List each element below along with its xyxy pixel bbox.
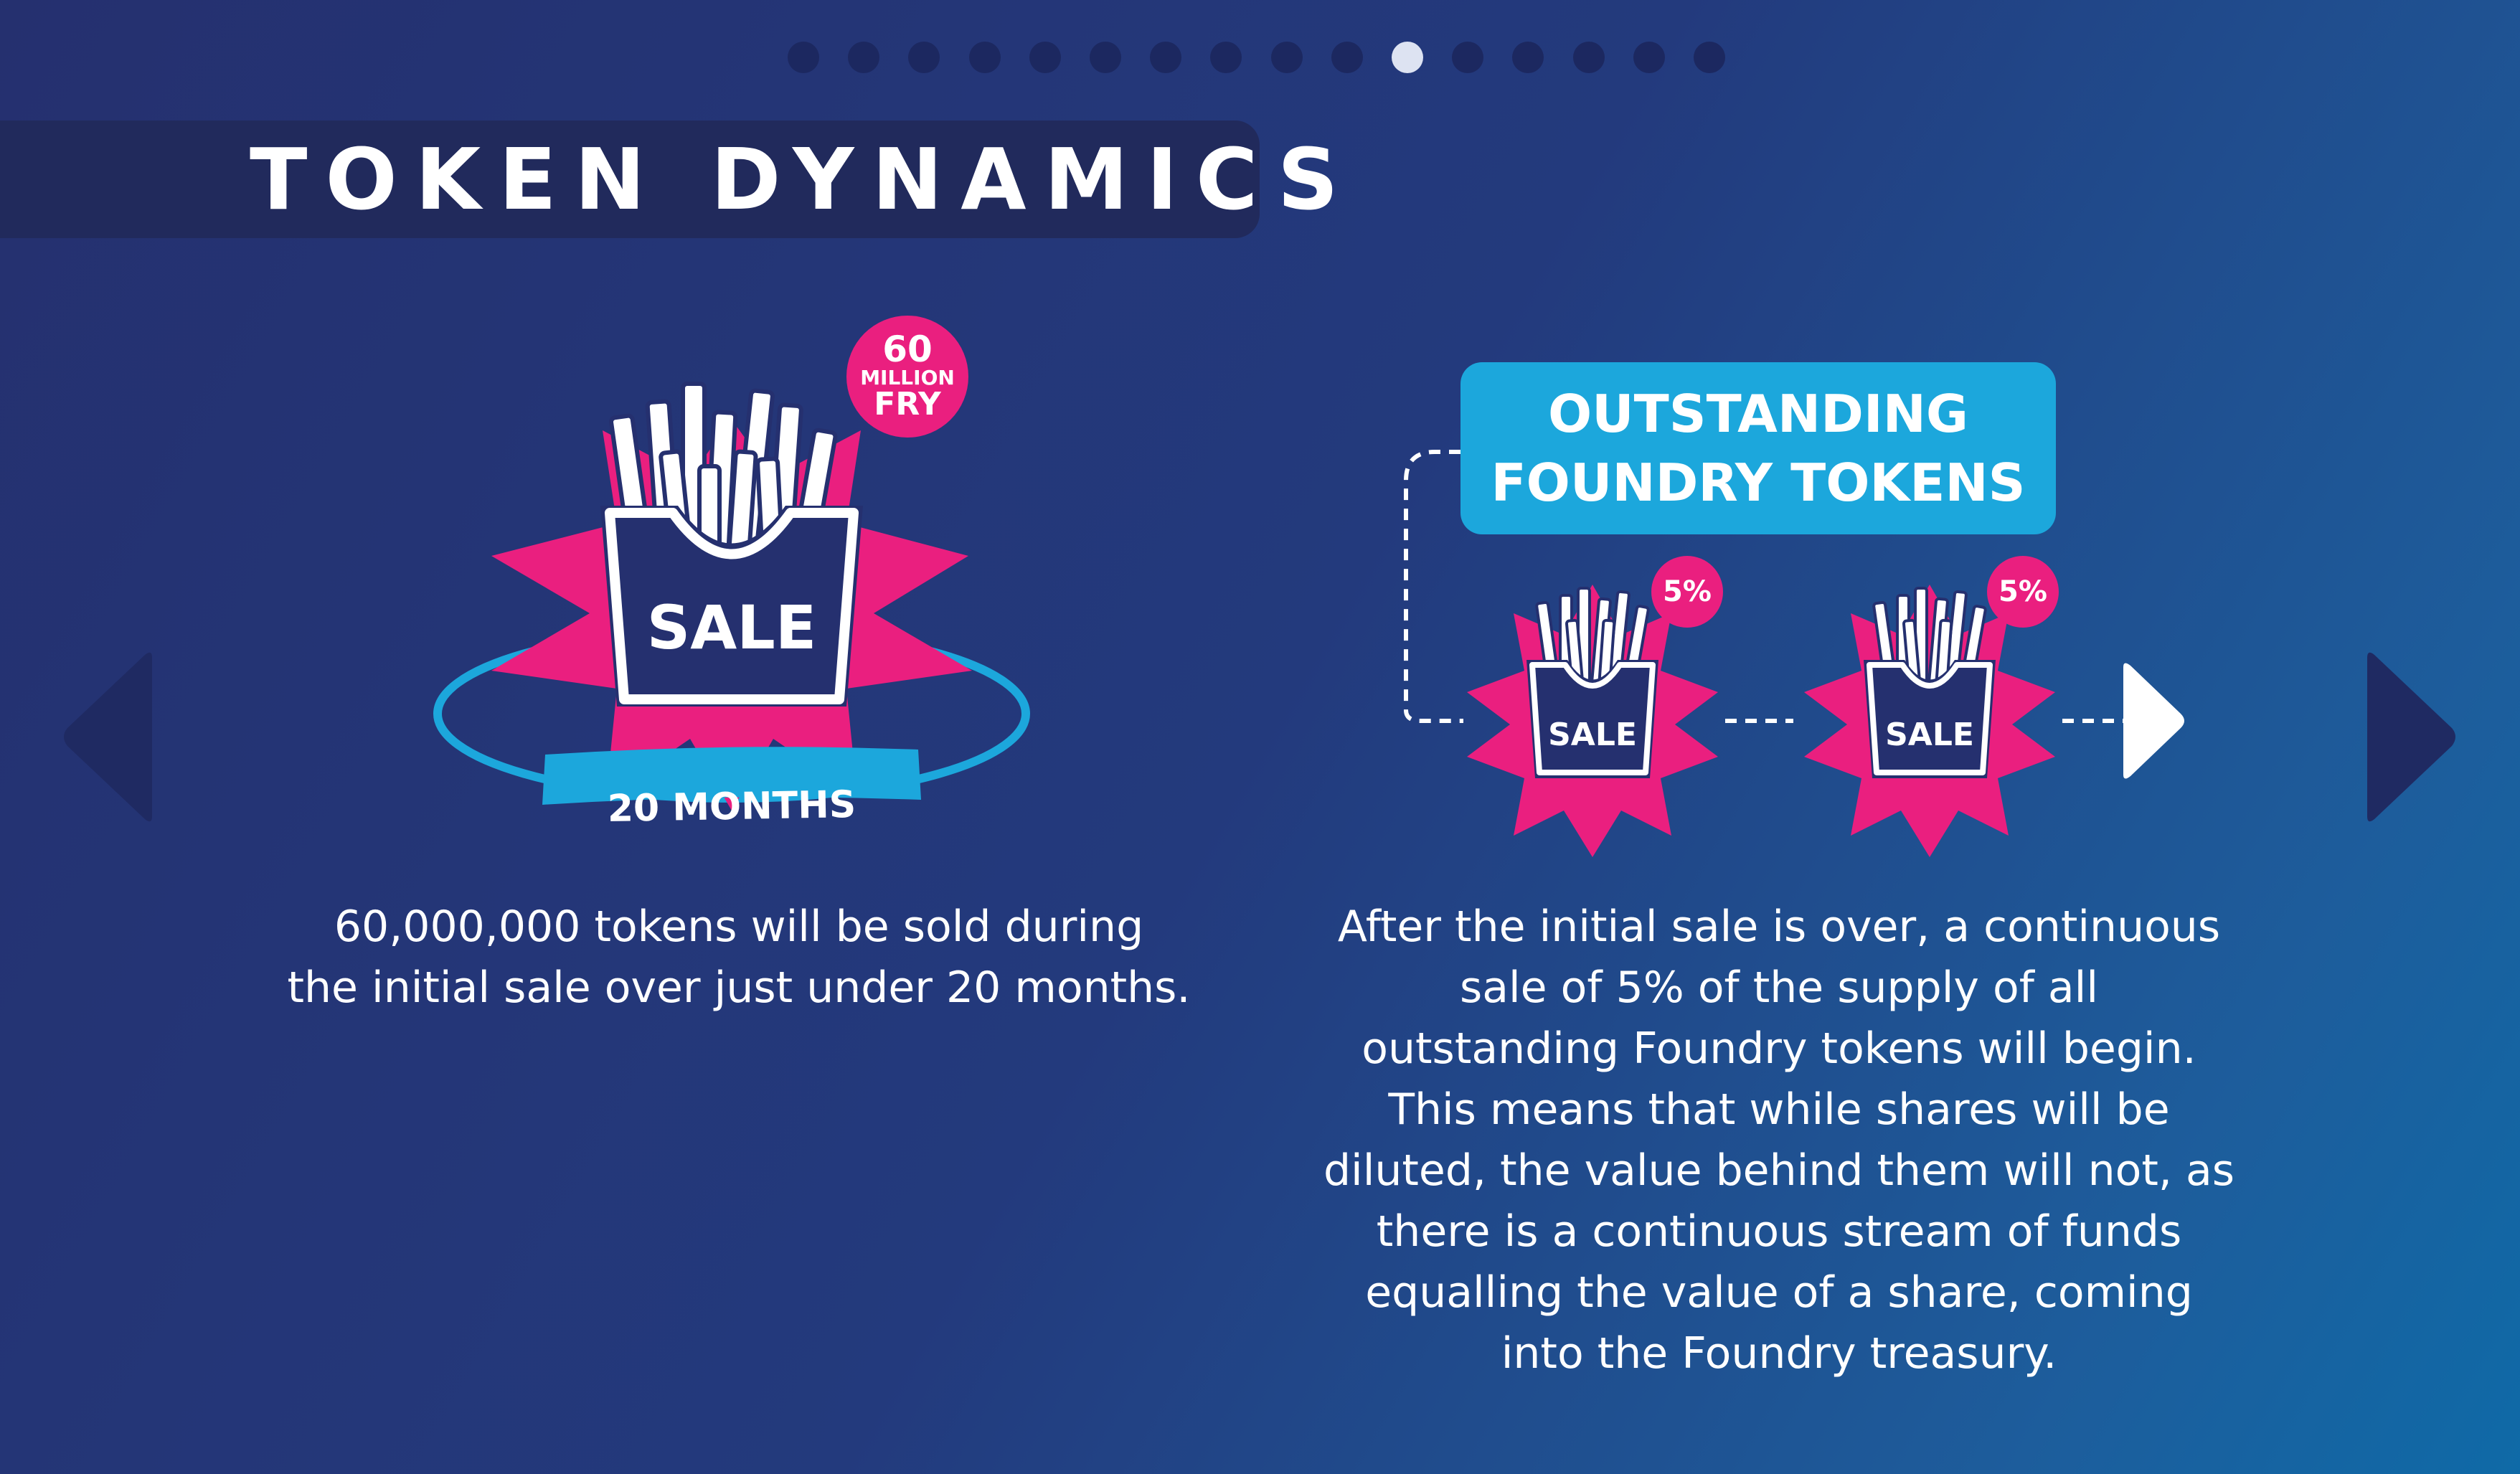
triangle-left-icon — [64, 652, 152, 822]
months-label: 20 MONTHS — [607, 783, 856, 831]
pagination-dot[interactable] — [1392, 42, 1423, 73]
pagination-dot[interactable] — [968, 42, 1001, 73]
pagination-dot[interactable] — [1633, 42, 1665, 73]
pagination-dot[interactable] — [1694, 42, 1725, 73]
previous-slide-button[interactable] — [59, 649, 159, 825]
pagination-dot[interactable] — [1331, 42, 1363, 73]
fries-icon — [600, 382, 863, 707]
pagination-dot[interactable] — [788, 42, 819, 73]
left-description: 60,000,000 tokens will be sold during th… — [287, 902, 1191, 1013]
continuous-sale-flow — [1404, 450, 2184, 857]
pagination-dot[interactable] — [908, 42, 940, 73]
pagination-dots — [788, 42, 1735, 73]
pagination-dot[interactable] — [1572, 42, 1605, 73]
sale-item-1 — [1467, 585, 1718, 857]
arrow-right-icon — [2123, 663, 2184, 779]
badge-unit: MILLION — [860, 366, 955, 389]
sale-label: SALE — [646, 592, 817, 663]
dashed-connector — [1404, 450, 1463, 723]
sale-item-1-label: SALE — [1548, 717, 1637, 753]
pagination-dot[interactable] — [848, 42, 880, 73]
pagination-dot[interactable] — [1029, 42, 1061, 73]
pagination-dot[interactable] — [1090, 42, 1121, 73]
badge-number: 60 — [882, 329, 933, 370]
pagination-dot[interactable] — [1452, 42, 1484, 73]
sale-fries-graphic — [433, 382, 1030, 811]
pagination-dot[interactable] — [1210, 42, 1242, 73]
next-slide-button[interactable] — [2360, 649, 2460, 825]
percent-badge-2: 5% — [1987, 556, 2059, 628]
title-bar — [0, 121, 1260, 238]
sale-item-2 — [1804, 585, 2055, 857]
fry-amount-badge: 60 MILLION FRY — [846, 316, 968, 438]
months-band — [542, 747, 921, 805]
percent-badge-1: 5% — [1651, 556, 1723, 628]
page-title: TOKEN DYNAMICS — [250, 130, 1356, 229]
triangle-right-icon — [2367, 652, 2455, 822]
pagination-dot[interactable] — [1512, 42, 1544, 73]
sale-item-2-label: SALE — [1885, 717, 1974, 753]
pagination-dot[interactable] — [1270, 42, 1303, 73]
outstanding-tokens-box: OUTSTANDING FOUNDRY TOKENS — [1460, 362, 2056, 534]
pagination-dot[interactable] — [1150, 42, 1182, 73]
right-description: After the initial sale is over, a contin… — [1323, 902, 2235, 1379]
badge-token: FRY — [874, 386, 941, 422]
